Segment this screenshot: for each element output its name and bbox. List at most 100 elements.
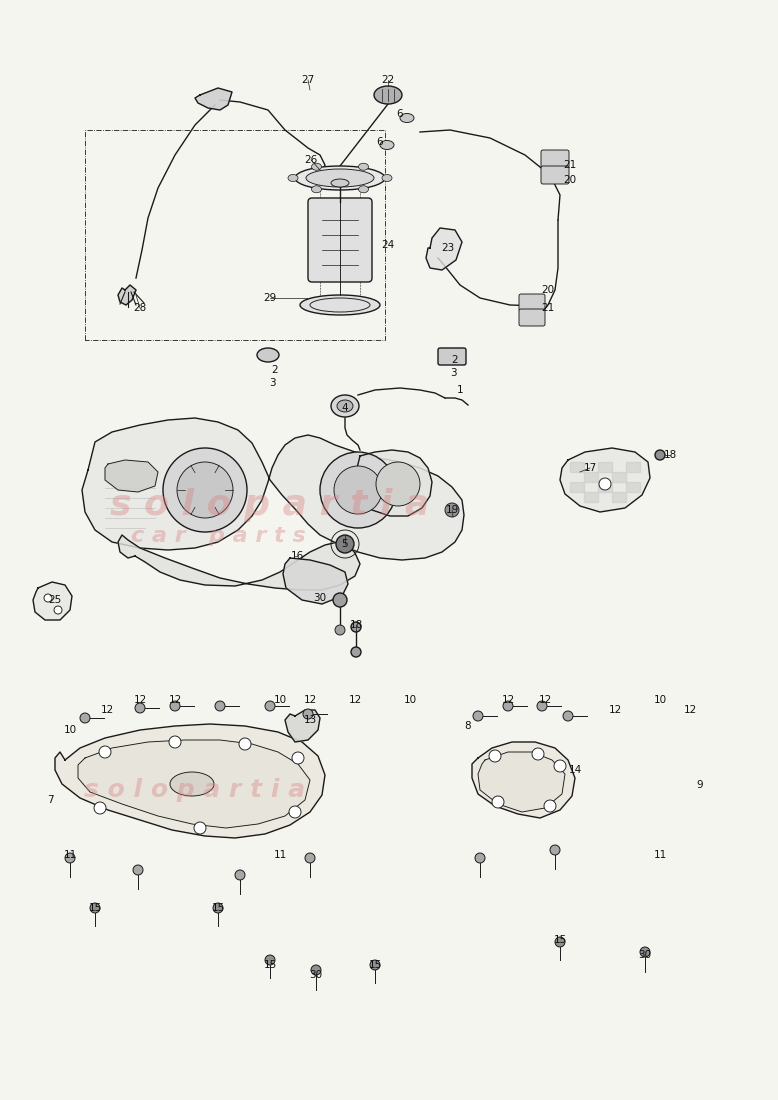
Bar xyxy=(570,482,584,492)
Text: 7: 7 xyxy=(47,795,54,805)
Circle shape xyxy=(265,701,275,711)
Circle shape xyxy=(555,937,565,947)
Text: 12: 12 xyxy=(133,695,146,705)
Text: 21: 21 xyxy=(541,302,555,313)
Circle shape xyxy=(492,796,504,808)
Circle shape xyxy=(265,955,275,965)
Ellipse shape xyxy=(400,113,414,122)
Text: 20: 20 xyxy=(541,285,555,295)
Text: s o l o p a r t i a: s o l o p a r t i a xyxy=(85,778,306,802)
Ellipse shape xyxy=(331,395,359,417)
Circle shape xyxy=(334,466,382,514)
Text: 13: 13 xyxy=(303,715,317,725)
Text: 23: 23 xyxy=(441,243,454,253)
Circle shape xyxy=(503,701,513,711)
Circle shape xyxy=(133,865,143,874)
Text: 25: 25 xyxy=(48,595,61,605)
Text: 15: 15 xyxy=(368,960,382,970)
Ellipse shape xyxy=(170,772,214,796)
Text: 21: 21 xyxy=(563,160,576,170)
Ellipse shape xyxy=(311,186,321,192)
Circle shape xyxy=(376,462,420,506)
Circle shape xyxy=(215,701,225,711)
Text: 30: 30 xyxy=(639,950,651,960)
Ellipse shape xyxy=(337,400,353,412)
Text: 12: 12 xyxy=(303,695,317,705)
Polygon shape xyxy=(355,450,432,516)
Text: 12: 12 xyxy=(100,705,114,715)
Polygon shape xyxy=(55,724,325,838)
Text: 10: 10 xyxy=(273,695,286,705)
Circle shape xyxy=(235,870,245,880)
Circle shape xyxy=(177,462,233,518)
Text: 10: 10 xyxy=(64,725,76,735)
Ellipse shape xyxy=(288,175,298,182)
Ellipse shape xyxy=(306,169,374,187)
Polygon shape xyxy=(283,558,348,604)
Bar xyxy=(584,492,598,502)
Circle shape xyxy=(169,736,181,748)
Polygon shape xyxy=(118,285,136,305)
Circle shape xyxy=(65,852,75,864)
Circle shape xyxy=(351,647,361,657)
Bar xyxy=(626,482,640,492)
Circle shape xyxy=(550,845,560,855)
Circle shape xyxy=(135,703,145,713)
Text: 15: 15 xyxy=(553,935,566,945)
Circle shape xyxy=(563,711,573,720)
Text: 27: 27 xyxy=(301,75,314,85)
Circle shape xyxy=(163,448,247,532)
Polygon shape xyxy=(285,710,320,742)
Text: 30: 30 xyxy=(314,593,327,603)
Text: c a r   p a r t s: c a r p a r t s xyxy=(131,526,306,546)
Ellipse shape xyxy=(331,179,349,187)
Bar xyxy=(612,492,626,502)
Circle shape xyxy=(599,478,611,490)
Text: 15: 15 xyxy=(89,903,102,913)
Ellipse shape xyxy=(359,186,369,192)
Text: 12: 12 xyxy=(683,705,696,715)
Circle shape xyxy=(170,701,180,711)
Text: 10: 10 xyxy=(404,695,416,705)
Circle shape xyxy=(289,806,301,818)
Circle shape xyxy=(554,760,566,772)
FancyBboxPatch shape xyxy=(541,150,569,168)
Text: 28: 28 xyxy=(133,302,146,313)
Circle shape xyxy=(489,750,501,762)
Text: 1: 1 xyxy=(457,385,464,395)
Circle shape xyxy=(311,965,321,975)
Circle shape xyxy=(351,621,361,632)
Text: 12: 12 xyxy=(349,695,362,705)
FancyBboxPatch shape xyxy=(541,166,569,184)
Text: 12: 12 xyxy=(608,705,622,715)
Text: 3: 3 xyxy=(268,378,275,388)
Polygon shape xyxy=(472,742,575,818)
FancyBboxPatch shape xyxy=(438,348,466,365)
FancyBboxPatch shape xyxy=(519,294,545,311)
Circle shape xyxy=(305,852,315,864)
Text: 2: 2 xyxy=(452,355,458,365)
Text: 11: 11 xyxy=(273,850,286,860)
Polygon shape xyxy=(560,448,650,512)
Text: 19: 19 xyxy=(445,505,458,515)
Text: 6: 6 xyxy=(377,138,384,147)
Bar xyxy=(612,472,626,482)
Circle shape xyxy=(90,903,100,913)
FancyBboxPatch shape xyxy=(519,309,545,326)
Polygon shape xyxy=(105,460,158,492)
Circle shape xyxy=(445,503,459,517)
Text: 9: 9 xyxy=(696,780,703,790)
Ellipse shape xyxy=(382,175,392,182)
Text: 11: 11 xyxy=(63,850,76,860)
Polygon shape xyxy=(195,88,232,110)
Bar xyxy=(570,462,584,472)
Ellipse shape xyxy=(295,166,385,190)
Circle shape xyxy=(94,802,106,814)
Text: 6: 6 xyxy=(397,109,403,119)
Text: 18: 18 xyxy=(664,450,677,460)
Polygon shape xyxy=(478,752,565,812)
Ellipse shape xyxy=(300,295,380,315)
Ellipse shape xyxy=(380,141,394,150)
Circle shape xyxy=(99,746,111,758)
Circle shape xyxy=(333,593,347,607)
